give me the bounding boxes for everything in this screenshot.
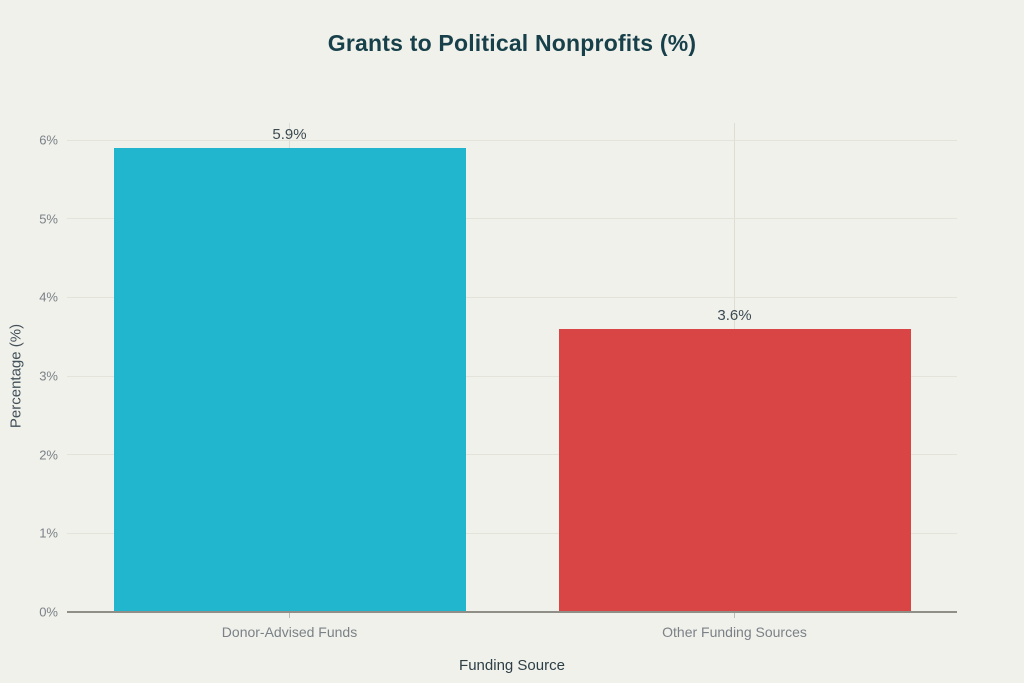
y-tick-label: 4%: [39, 289, 58, 305]
y-tick-label: 5%: [39, 211, 58, 227]
x-category-label: Other Funding Sources: [662, 624, 807, 640]
horizontal-gridline: [67, 532, 957, 534]
x-axis-line: [67, 611, 957, 613]
y-axis-title: Percentage (%): [7, 323, 25, 429]
y-tick-label: 2%: [39, 447, 58, 463]
horizontal-gridline: [67, 218, 957, 220]
horizontal-gridline: [67, 139, 957, 141]
x-tick-mark: [289, 613, 290, 618]
chart-title: Grants to Political Nonprofits (%): [327, 30, 697, 56]
x-tick-mark: [734, 613, 735, 618]
y-tick-label: 6%: [39, 132, 58, 148]
y-tick-label: 3%: [39, 368, 58, 384]
horizontal-gridline: [67, 375, 957, 377]
horizontal-gridline: [67, 454, 957, 456]
bar-1: [113, 147, 466, 612]
y-tick-label: 1%: [39, 525, 58, 541]
x-category-label: Donor-Advised Funds: [221, 624, 358, 640]
bar-value-label: 5.9%: [272, 125, 307, 143]
horizontal-gridline: [67, 296, 957, 298]
bar-value-label: 3.6%: [717, 306, 752, 324]
x-axis-title: Funding Source: [459, 657, 565, 674]
y-tick-label: 0%: [39, 604, 58, 620]
bar-2: [558, 328, 911, 612]
